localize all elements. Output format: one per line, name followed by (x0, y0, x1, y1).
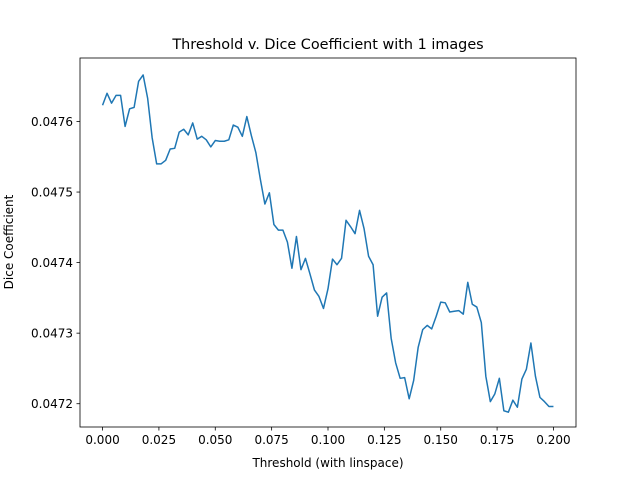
chart-title: Threshold v. Dice Coefficient with 1 ima… (171, 37, 483, 53)
x-tick-label: 0.150 (424, 433, 458, 447)
x-axis-label: Threshold (with linspace) (251, 456, 403, 470)
x-tick-label: 0.050 (198, 433, 232, 447)
x-tick-label: 0.000 (85, 433, 119, 447)
y-tick-label: 0.0476 (31, 115, 73, 129)
y-tick-label: 0.0474 (31, 256, 73, 270)
x-tick-label: 0.075 (254, 433, 288, 447)
x-tick-label: 0.200 (536, 433, 570, 447)
x-tick-label: 0.175 (480, 433, 514, 447)
plot-area (101, 74, 554, 413)
x-tick-label: 0.025 (142, 433, 176, 447)
y-tick-label: 0.0473 (31, 327, 73, 341)
series-line-0 (101, 74, 554, 413)
y-tick-label: 0.0475 (31, 186, 73, 200)
x-axis: 0.000 0.025 0.050 0.075 0.100 0.125 0.150 0.175… (85, 427, 571, 447)
y-tick-label: 0.0472 (31, 397, 73, 411)
x-tick-label: 0.100 (311, 433, 345, 447)
y-axis: 0.0472 0.0473 0.0474 0.0475 0.0476 (31, 115, 80, 411)
axes-frame (79, 57, 577, 428)
x-tick-label: 0.125 (367, 433, 401, 447)
y-axis-label: Dice Coefficient (2, 194, 16, 289)
